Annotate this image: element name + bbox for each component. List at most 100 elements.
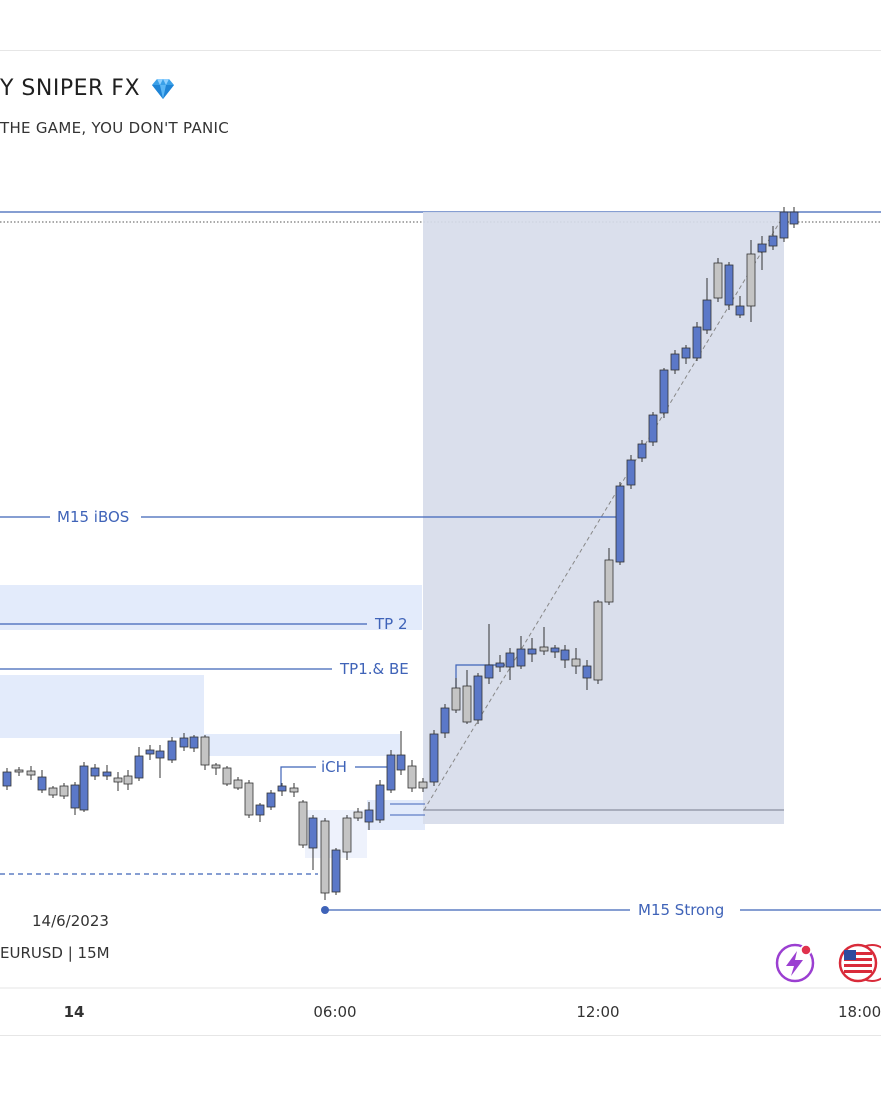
x-tick-14: 14	[64, 1003, 85, 1021]
tp2-label: TP 2	[374, 615, 408, 633]
candle-body	[79, 765, 89, 811]
x-tick-1200: 12:00	[576, 1003, 619, 1021]
ibos-label: M15 iBOS	[57, 508, 129, 526]
candle-body	[48, 787, 58, 796]
candle-body	[516, 648, 526, 667]
lightning-alert-icon[interactable]	[775, 943, 815, 983]
trade-box	[423, 212, 784, 824]
candle-body	[593, 601, 603, 681]
candle-body	[2, 771, 12, 787]
candle-body	[298, 801, 308, 846]
candle-body	[155, 750, 165, 759]
chart-title: Y SNIPER FX	[0, 76, 141, 101]
candle-body	[582, 665, 592, 679]
date-label: 14/6/2023	[32, 912, 109, 930]
symbol-label: EURUSD | 15M	[0, 944, 110, 962]
tp1-label: TP1.& BE	[339, 660, 409, 678]
candle-body	[266, 792, 276, 808]
candle-body	[746, 253, 756, 307]
candle-body	[134, 755, 144, 779]
candle-body	[222, 767, 232, 785]
candle-body	[681, 347, 691, 359]
candle-body	[244, 782, 254, 816]
candle-body	[308, 817, 318, 849]
candle-body	[604, 559, 614, 603]
candle-body	[539, 646, 549, 652]
candle-body	[342, 817, 352, 853]
candle-body	[659, 369, 669, 414]
candle-body	[735, 305, 745, 316]
candle-body	[713, 262, 723, 299]
candle-body	[396, 754, 406, 771]
supply-zone	[0, 585, 422, 630]
candle-body	[550, 647, 560, 653]
candle-body	[560, 649, 570, 661]
candle-body	[289, 787, 299, 793]
candle-body	[418, 781, 428, 789]
candle-body	[473, 675, 483, 721]
candle-body	[637, 443, 647, 459]
candle-body	[211, 764, 221, 769]
candle-body	[167, 740, 177, 761]
candle-body	[648, 414, 658, 443]
candle-body	[277, 785, 287, 792]
us-flag-icon[interactable]	[838, 943, 881, 983]
candle-body	[505, 652, 515, 668]
candle-body	[724, 264, 734, 306]
candle-body	[102, 771, 112, 777]
top-border	[0, 50, 881, 51]
candle-body	[375, 784, 385, 821]
candle-body	[779, 211, 789, 239]
candle-body	[113, 777, 123, 783]
candle-body	[757, 243, 767, 253]
candle-body	[200, 736, 210, 766]
candle-body	[429, 733, 439, 783]
candle-body	[626, 459, 636, 486]
candle-body	[90, 767, 100, 777]
candle-body	[692, 326, 702, 359]
candle-body	[59, 785, 69, 797]
candle-body	[527, 648, 537, 655]
candle-body	[462, 685, 472, 723]
candle-body	[255, 804, 265, 816]
x-tick-0600: 06:00	[313, 1003, 356, 1021]
candle-body	[233, 779, 243, 789]
x-tick-1800: 18:00	[838, 1003, 881, 1021]
candle-body	[484, 664, 494, 679]
ich-label: iCH	[321, 758, 347, 776]
candle-body	[14, 769, 24, 773]
candle-body	[189, 736, 199, 749]
candle-body	[37, 776, 47, 791]
candles	[2, 207, 799, 900]
candle-body	[386, 754, 396, 791]
strong-label: M15 Strong	[638, 901, 724, 919]
ich-zone	[204, 734, 400, 756]
chart-header: Y SNIPER FX	[0, 76, 176, 101]
candle-body	[789, 211, 799, 225]
candle-body	[26, 770, 36, 776]
candle-body	[440, 707, 450, 734]
candle-body	[670, 353, 680, 371]
candle-body	[70, 784, 80, 809]
candle-body	[768, 235, 778, 247]
chart-subtitle: THE GAME, YOU DON'T PANIC	[0, 119, 230, 137]
candle-body	[615, 485, 625, 563]
gem-icon	[152, 78, 175, 99]
candle-body	[364, 809, 374, 823]
candle-body	[451, 687, 461, 711]
candle-body	[320, 820, 330, 894]
candle-body	[495, 662, 505, 668]
candle-body	[407, 765, 417, 789]
candle-body	[353, 811, 363, 819]
trade-path	[423, 214, 785, 811]
candle-body	[145, 749, 155, 755]
ich-bracket	[280, 766, 316, 790]
candle-body	[179, 737, 189, 748]
candle-body	[331, 849, 341, 893]
candle-body	[123, 775, 133, 785]
bottom-border	[0, 1035, 881, 1036]
demand-zone	[0, 675, 204, 738]
candle-body	[702, 299, 712, 331]
candle-body	[571, 658, 581, 667]
